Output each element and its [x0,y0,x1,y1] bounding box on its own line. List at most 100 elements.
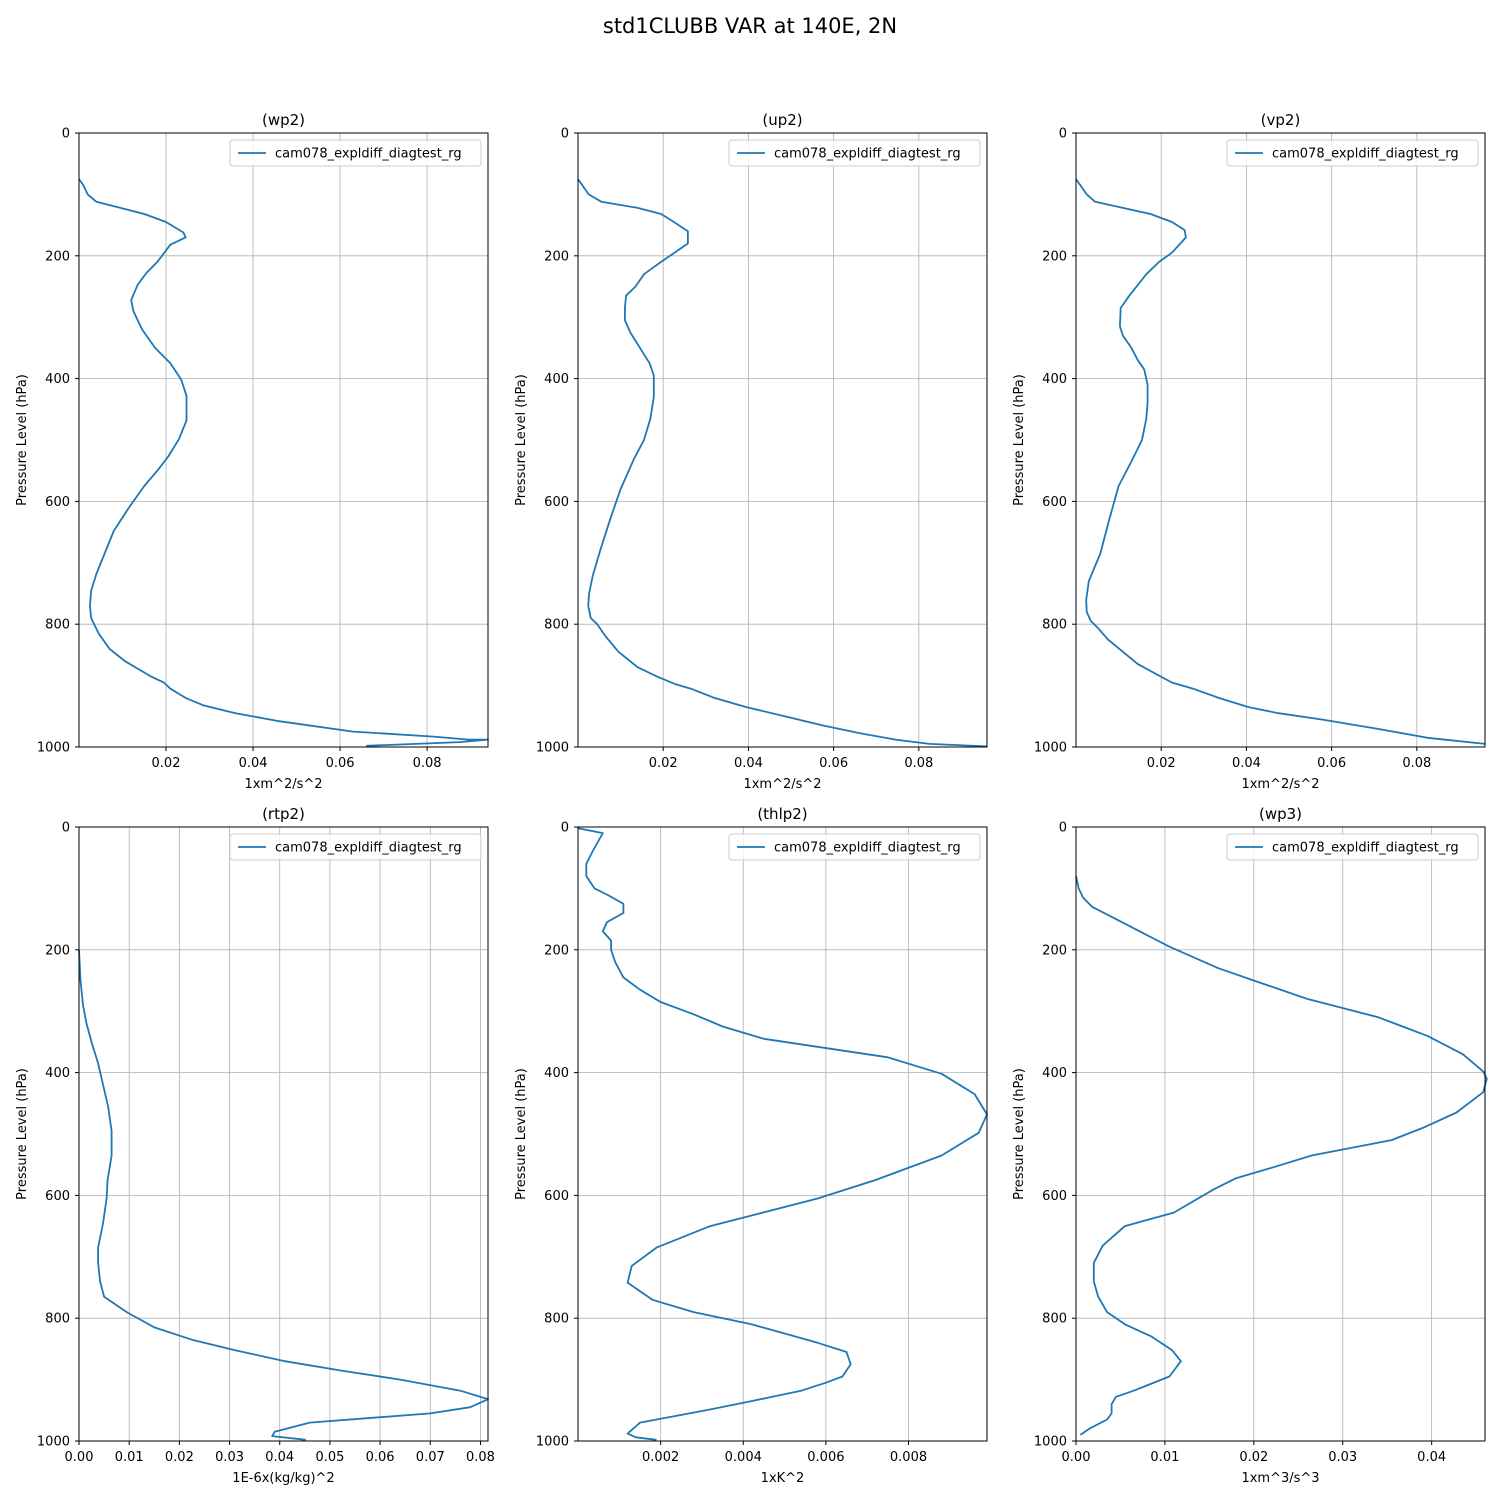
x-tick-label: 0.04 [239,756,268,771]
x-tick-label: 0.06 [326,756,355,771]
y-axis-label: Pressure Level (hPa) [514,374,529,506]
x-axis-label: 1xm^2/s^2 [244,777,322,792]
y-tick-label: 0 [62,821,70,836]
x-tick-label: 0.04 [1232,756,1261,771]
legend-label: cam078_expldiff_diagtest_rg [1272,147,1459,162]
y-axis-label: Pressure Level (hPa) [514,1068,529,1200]
y-tick-label: 600 [1042,1189,1067,1204]
x-tick-label: 0.04 [1417,1450,1446,1465]
series-line [1075,178,1486,745]
x-tick-label: 0.06 [819,756,848,771]
y-tick-label: 200 [1042,943,1067,958]
x-tick-label: 0.02 [165,1450,194,1465]
x-axis-label: 1xm^2/s^2 [1241,777,1319,792]
x-tick-label: 0.02 [1147,756,1176,771]
series-line [78,949,489,1441]
x-tick-label: 0.01 [115,1450,144,1465]
y-tick-label: 0 [561,821,569,836]
series-line [577,827,988,1441]
x-tick-label: 0.08 [413,756,442,771]
subplot-title: (rtp2) [262,805,305,823]
axes-frame [1075,132,1486,748]
subplot-wp2: 0.02 0.04 0.06 0.08 0 200 400 600 800 1000 (wp2) 1x… [15,111,489,792]
y-tick-label: 0 [561,127,569,142]
y-tick-label: 600 [1042,495,1067,510]
y-tick-label: 600 [45,1189,70,1204]
y-tick-label: 1000 [536,1435,569,1450]
y-tick-label: 400 [544,372,569,387]
y-tick-label: 1000 [37,741,70,756]
y-tick-label: 800 [1042,618,1067,633]
axes-frame [78,826,489,1442]
subplot-title: (wp2) [262,111,305,129]
x-tick-label: 0.02 [1239,1450,1268,1465]
y-tick-label: 200 [544,249,569,264]
y-tick-label: 200 [1042,249,1067,264]
y-tick-label: 400 [1042,1066,1067,1081]
x-tick-label: 0.04 [265,1450,294,1465]
subplot-rtp2: 0.00 0.01 0.02 0.03 0.04 0.05 0.06 0.07 0.08 0 200… [15,805,495,1486]
x-axis-label: 1xm^2/s^2 [743,777,821,792]
series-line [577,178,988,748]
y-tick-label: 600 [544,1189,569,1204]
y-tick-label: 600 [45,495,70,510]
legend-box [1226,139,1479,167]
x-tick-label: 0.08 [1402,756,1431,771]
y-tick-label: 800 [544,1312,569,1327]
subplot-wp3: 0.00 0.01 0.02 0.03 0.04 0 200 400 600 800 1000 (wp… [1012,805,1488,1486]
y-tick-label: 1000 [1034,1435,1067,1450]
x-tick-label: 0.004 [725,1450,762,1465]
x-tick-label: 0.08 [904,756,933,771]
subplot-title: (vp2) [1261,111,1301,129]
y-tick-label: 200 [45,249,70,264]
subplot-thlp2: 0.002 0.004 0.006 0.008 0 200 400 600 800 1000 (th… [514,805,988,1486]
x-tick-label: 0.07 [416,1450,445,1465]
y-tick-label: 800 [45,1312,70,1327]
legend-box [229,139,482,167]
y-tick-label: 400 [45,1066,70,1081]
x-tick-label: 0.08 [466,1450,495,1465]
axes-frame [577,132,988,748]
subplot-title: (up2) [762,111,802,129]
legend-box [728,139,981,167]
y-tick-label: 200 [45,943,70,958]
x-tick-label: 0.06 [1317,756,1346,771]
x-tick-label: 0.00 [65,1450,94,1465]
axes-frame [1075,826,1486,1442]
x-tick-label: 0.03 [1328,1450,1357,1465]
x-tick-label: 0.008 [890,1450,927,1465]
y-tick-label: 800 [45,618,70,633]
legend-label: cam078_expldiff_diagtest_rg [774,147,961,162]
subplot-vp2: 0.02 0.04 0.06 0.08 0 200 400 600 800 1000 (vp2) 1x… [1012,111,1486,792]
legend-box [229,833,482,861]
y-axis-label: Pressure Level (hPa) [1012,1068,1027,1200]
axes-frame [577,826,988,1442]
legend-box [728,833,981,861]
x-tick-label: 0.02 [649,756,678,771]
x-tick-label: 0.002 [642,1450,679,1465]
y-tick-label: 800 [1042,1312,1067,1327]
y-tick-label: 800 [544,618,569,633]
series-line [78,178,489,747]
x-tick-label: 0.006 [807,1450,844,1465]
legend-label: cam078_expldiff_diagtest_rg [774,841,961,856]
y-tick-label: 0 [1059,127,1067,142]
y-tick-label: 400 [544,1066,569,1081]
y-tick-label: 1000 [1034,741,1067,756]
legend-label: cam078_expldiff_diagtest_rg [275,841,462,856]
x-tick-label: 0.01 [1150,1450,1179,1465]
subplot-title: (thlp2) [757,805,807,823]
x-tick-label: 0.00 [1062,1450,1091,1465]
subplot-up2: 0.02 0.04 0.06 0.08 0 200 400 600 800 1000 (up2) 1x… [514,111,988,792]
x-tick-label: 0.03 [215,1450,244,1465]
legend-label: cam078_expldiff_diagtest_rg [275,147,462,162]
y-tick-label: 600 [544,495,569,510]
axes-frame [78,132,489,748]
legend-box [1226,833,1479,861]
x-axis-label: 1xK^2 [761,1471,805,1486]
x-tick-label: 0.06 [366,1450,395,1465]
x-tick-label: 0.05 [315,1450,344,1465]
x-tick-label: 0.04 [734,756,763,771]
legend-label: cam078_expldiff_diagtest_rg [1272,841,1459,856]
